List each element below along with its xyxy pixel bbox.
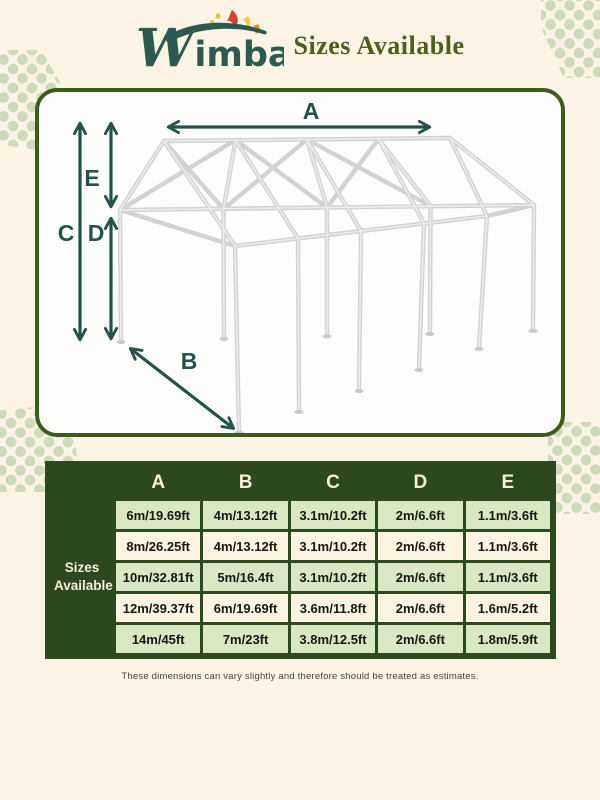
column-header-e: E (501, 471, 515, 493)
table-cell: 8m/26.25ft (116, 532, 201, 560)
table-cell: 2m/6.6ft (378, 563, 463, 591)
table-row: 10m/32.81ft 5m/16.4ft 3.1m/10.2ft 2m/6.6… (51, 563, 550, 591)
table-cell: 3.6m/11.8ft (290, 594, 376, 622)
dimension-label-d: D (88, 220, 105, 246)
table-cell: 12m/39.37ft (116, 594, 201, 622)
dimension-label-a: A (303, 98, 320, 124)
table-row: 8m/26.25ft 4m/13.12ft 3.1m/10.2ft 2m/6.6… (51, 532, 550, 560)
table-cell: 6m/19.69ft (116, 501, 201, 529)
table-cell: 5m/16.4ft (203, 563, 288, 591)
tent-frame-tubes (116, 135, 538, 433)
table-cell: 2m/6.6ft (378, 532, 463, 560)
dimension-label-b: B (181, 348, 198, 374)
header: Wimba Sizes Available (0, 4, 600, 78)
tent-frame-illustration: A E C D B (58, 98, 538, 433)
table-cell: 7m/23ft (203, 625, 288, 653)
dimension-arrows: A E C D B (58, 98, 432, 430)
table-cell: 3.1m/10.2ft (290, 532, 376, 560)
table-row: 14m/45ft 7m/23ft 3.8m/12.5ft 2m/6.6ft 1.… (51, 625, 550, 653)
table-cell: 2m/6.6ft (378, 501, 463, 529)
sizes-table: A B C D E Sizes Available 6m/19.69ft 4m/… (45, 461, 556, 659)
column-header-a: A (151, 471, 166, 493)
table-cell: 4m/13.12ft (203, 532, 288, 560)
logo-swoosh (163, 22, 267, 43)
column-header-d: D (413, 471, 428, 493)
sizes-table-grid: A B C D E Sizes Available 6m/19.69ft 4m/… (48, 464, 553, 656)
dimension-diagram-panel: A E C D B (35, 88, 565, 437)
tent-feet (116, 329, 538, 433)
table-row: Sizes Available 6m/19.69ft 4m/13.12ft 3.… (51, 501, 550, 593)
table-cell: 1.1m/3.6ft (465, 501, 550, 529)
dimension-arrow-b (128, 347, 236, 430)
table-cell: 2m/6.6ft (378, 625, 463, 653)
table-cell: 6m/19.69ft (203, 594, 288, 622)
column-header-c: C (326, 471, 340, 493)
table-cell: 3.1m/10.2ft (290, 501, 376, 529)
table-cell: 1.1m/3.6ft (465, 563, 550, 591)
table-cell: 3.1m/10.2ft (290, 563, 376, 591)
dot-pattern-right-lower (548, 422, 600, 514)
brand-wordmark: Wimba (136, 18, 284, 74)
table-cell: 1.1m/3.6ft (465, 532, 550, 560)
table-cell: 1.8m/5.9ft (465, 625, 550, 653)
table-header-row: A B C D E (51, 467, 550, 498)
table-cell: 1.6m/5.2ft (465, 594, 550, 622)
brand-logo: Wimba (136, 10, 284, 74)
page-title: Sizes Available (293, 31, 465, 60)
table-row: 12m/39.37ft 6m/19.69ft 3.6m/11.8ft 2m/6.… (51, 594, 550, 622)
table-corner-cell (51, 467, 113, 498)
dimension-label-c: C (58, 220, 75, 246)
disclaimer-note: These dimensions can vary slightly and t… (121, 671, 479, 682)
column-header-b: B (238, 471, 253, 493)
table-cell: 3.8m/12.5ft (290, 625, 376, 653)
table-cell: 10m/32.81ft (116, 563, 201, 591)
table-cell: 14m/45ft (116, 625, 201, 653)
table-cell: 2m/6.6ft (378, 594, 463, 622)
dimension-label-e: E (84, 165, 99, 191)
table-cell: 4m/13.12ft (203, 501, 288, 529)
sizes-available-label: Sizes Available (54, 560, 113, 593)
